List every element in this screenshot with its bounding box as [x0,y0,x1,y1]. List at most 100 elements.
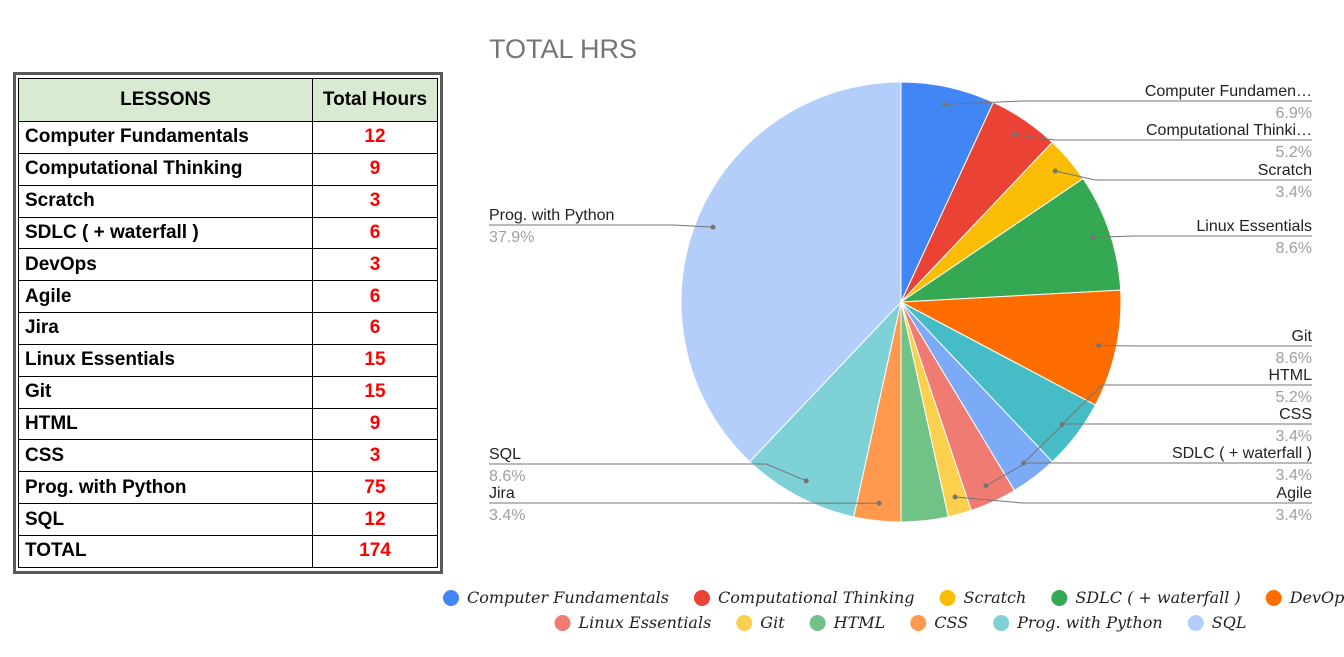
callout-percent: 3.4% [1276,507,1312,524]
legend-label: SDLC ( + waterfall ) [1075,588,1240,607]
callout-line [1055,170,1312,181]
callout-label: HTML [1268,367,1312,384]
table-row: Agile 6 [18,280,438,314]
legend-item-devops[interactable]: DevOps [1265,588,1344,607]
callout-dot [1059,421,1065,427]
lesson-hours: 3 [312,439,438,473]
callout-computer-fundamen: Computer Fundamen… 6.9% [942,83,1312,122]
lesson-hours: 15 [312,343,438,377]
lesson-hours: 9 [312,152,438,186]
lesson-name: HTML [18,407,313,441]
lesson-hours: 12 [312,121,438,154]
table-row: Linux Essentials 15 [18,343,438,377]
lesson-name: Linux Essentials [18,343,313,377]
pie-slice-sql[interactable] [680,81,902,463]
header-total-hours: Total Hours [312,78,438,122]
callout-label: Computational Thinki… [1146,122,1312,139]
callout-label: Scratch [1258,162,1312,179]
legend-label: HTML [833,613,886,632]
callout-percent: 3.4% [1276,184,1312,201]
legend-label: Computational Thinking [718,588,915,607]
legend-item-css[interactable]: CSS [910,613,968,632]
lesson-name: CSS [18,439,313,473]
lesson-hours: 3 [312,248,438,282]
table-row: Computer Fundamentals 12 [18,121,438,154]
callout-prog-with-python: Prog. with Python 37.9% [489,207,716,246]
callout-line [1014,133,1312,141]
legend-item-computational-thinking[interactable]: Computational Thinking [693,588,915,607]
pie-slice-sdlc-waterfall[interactable] [899,177,1122,303]
legend-item-scratch[interactable]: Scratch [939,588,1027,607]
callout-percent: 3.4% [489,507,525,524]
legend-label: Computer Fundamentals [467,588,669,607]
callout-dot [1096,343,1102,349]
legend-swatch [910,615,927,631]
callout-scratch: Scratch 3.4% [1052,162,1312,201]
table-row: Scratch 3 [18,184,438,218]
lesson-hours: 15 [312,375,438,409]
table-header-row: LESSONS Total Hours [18,78,438,122]
callout-label: Computer Fundamen… [1145,83,1312,100]
table-row: CSS 3 [18,439,438,473]
legend-item-git[interactable]: Git [736,613,785,632]
callout-jira: Jira 3.4% [489,485,882,524]
callout-html: HTML 5.2% [1059,367,1312,427]
callout-dot [710,224,716,230]
legend-swatch [1051,590,1068,606]
callout-line [489,463,807,482]
table-row: SQL 12 [18,503,438,536]
callout-label: Git [1292,328,1313,345]
table-row: DevOps 3 [18,248,438,282]
header-lessons: LESSONS [18,78,313,122]
legend-item-prog-with-python[interactable]: Prog. with Python [993,613,1163,632]
callout-dot [942,101,948,107]
callout-percent: 8.6% [1276,350,1312,367]
pie-slice-devops[interactable] [899,289,1122,406]
callout-percent: 3.4% [1276,467,1312,484]
legend-item-sql[interactable]: SQL [1187,613,1247,632]
callout-line [1092,235,1312,238]
callout-label: CSS [1279,406,1312,423]
legend-swatch [693,590,710,606]
lesson-name: TOTAL [18,534,313,569]
lesson-hours: 3 [312,184,438,218]
lessons-table: LESSONS Total Hours Computer Fundamental… [18,78,438,569]
lesson-name: Prog. with Python [18,471,313,505]
legend-swatch [1265,590,1282,606]
legend-item-computer-fundamentals[interactable]: Computer Fundamentals [443,588,669,607]
table-row: HTML 9 [18,407,438,441]
callout-line [944,100,1312,105]
lesson-name: SQL [18,503,313,536]
legend-swatch [993,615,1010,631]
callout-linux-essentials: Linux Essentials 8.6% [1090,218,1312,257]
lesson-name: Computer Fundamentals [18,121,313,154]
callout-line [489,224,714,228]
legend-label: Git [760,613,785,632]
pie-chart: TOTAL HRS Computer Fundamen…6.9%Computat… [443,34,1344,632]
callout-dot [983,483,989,489]
table-row: SDLC ( + waterfall ) 6 [18,216,438,250]
legend-item-sdlc-waterfall[interactable]: SDLC ( + waterfall ) [1051,588,1241,607]
legend-swatch [443,590,459,606]
lesson-hours: 9 [312,407,438,441]
callout-percent: 6.9% [1276,105,1312,122]
callout-dot [1020,460,1026,466]
legend-label: Linux Essentials [578,613,712,632]
callout-sdlc-waterfall: SDLC ( + waterfall ) 3.4% [983,445,1312,489]
callout-dot [803,478,809,484]
legend-swatch [554,615,571,631]
callout-percent: 8.6% [489,468,525,485]
legend-item-html[interactable]: HTML [809,613,886,632]
callout-label: Agile [1276,485,1312,502]
lesson-name: Scratch [18,184,313,218]
callout-percent: 8.6% [1276,240,1312,257]
legend-swatch [1187,615,1204,631]
callout-dot [1012,131,1018,137]
table-row: Computational Thinking 9 [18,152,438,186]
callout-percent: 3.4% [1276,428,1312,445]
callout-percent: 37.9% [489,229,534,246]
callout-percent: 5.2% [1276,144,1312,161]
legend-label: DevOps [1289,588,1344,607]
lesson-name: SDLC ( + waterfall ) [18,216,313,250]
legend-item-linux-essentials[interactable]: Linux Essentials [554,613,712,632]
